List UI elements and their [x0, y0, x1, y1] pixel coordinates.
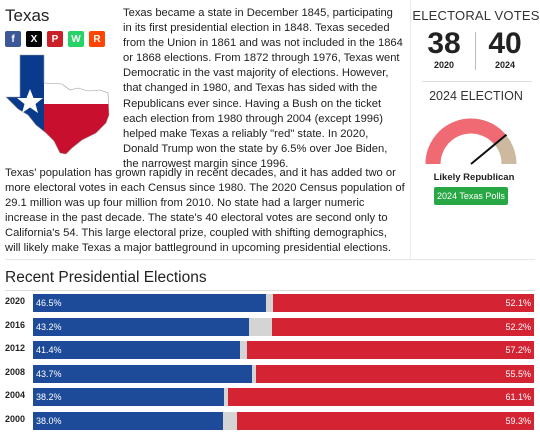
recent-elections-title: Recent Presidential Elections [5, 269, 207, 286]
democrat-share-bar [33, 388, 225, 407]
pinterest-icon[interactable]: P [47, 31, 63, 47]
electoral-votes-2024: 40 [488, 27, 522, 60]
rating-gauge [425, 118, 517, 165]
facebook-icon[interactable]: f [5, 31, 21, 47]
republican-share-bar [272, 294, 534, 312]
election-year: 2012 [5, 343, 26, 354]
election-row: 2008 43.7% 55.5% [5, 364, 535, 383]
texas-flag-map [5, 54, 110, 155]
reddit-icon[interactable]: R [89, 31, 105, 47]
result-bar: 46.5% 52.1% [33, 294, 534, 312]
section-divider [5, 259, 535, 260]
result-bar: 43.7% 55.5% [33, 364, 534, 383]
republican-share-label: 61.1% [505, 392, 531, 403]
republican-share-label: 59.3% [505, 416, 531, 426]
election-year: 2008 [5, 366, 26, 377]
result-bar: 38.0% 59.3% [33, 412, 534, 430]
republican-share-label: 52.2% [505, 321, 531, 332]
democrat-share-label: 38.2% [36, 392, 62, 403]
election-row: 2004 38.2% 61.1% [5, 388, 535, 407]
state-intro-text: Texas became a state in December 1845, p… [123, 7, 403, 170]
election-row: 2020 46.5% 52.1% [5, 294, 535, 312]
democrat-share-label: 43.2% [36, 321, 62, 332]
electoral-votes-2020: 38 [427, 27, 461, 60]
result-bar: 43.2% 52.2% [33, 317, 534, 336]
republican-share-bar [247, 341, 534, 360]
gauge-needle [470, 133, 508, 165]
election-row: 2016 43.2% 52.2% [5, 317, 535, 336]
page-title: Texas [5, 6, 50, 25]
republican-share-label: 57.2% [505, 345, 531, 356]
texas-polls-button[interactable]: 2024 Texas Polls [434, 187, 508, 205]
electoral-votes-divider [475, 32, 476, 70]
recent-elections-divider [5, 290, 535, 291]
republican-share-bar [255, 364, 534, 383]
republican-share-label: 52.1% [505, 298, 531, 308]
democrat-share-bar [33, 412, 224, 430]
election-year: 2000 [5, 414, 26, 424]
democrat-share-bar [33, 364, 252, 383]
democrat-share-label: 46.5% [36, 298, 62, 308]
election-2024-title: 2024 ELECTION [429, 89, 523, 103]
electoral-votes-year-2020: 2020 [433, 60, 455, 70]
sidebar-panel [410, 0, 540, 260]
democrat-share-bar [33, 317, 250, 336]
republican-share-label: 55.5% [505, 368, 531, 379]
election-year: 2020 [5, 296, 26, 306]
democrat-share-label: 41.4% [36, 345, 62, 356]
result-bar: 41.4% 57.2% [33, 341, 534, 360]
electoral-votes-year-2024: 2024 [494, 60, 516, 70]
democrat-share-bar [33, 341, 241, 360]
republican-share-bar [236, 412, 534, 430]
election-row: 2012 41.4% 57.2% [5, 341, 535, 360]
election-row: 2000 38.0% 59.3% [5, 412, 535, 430]
sidebar-divider [422, 81, 532, 82]
election-year: 2004 [5, 390, 26, 401]
election-year: 2016 [5, 319, 26, 330]
x-icon[interactable]: X [26, 31, 42, 47]
democrat-share-bar [33, 294, 266, 312]
democrat-share-label: 38.0% [36, 416, 62, 426]
population-text: Texas' population has grown rapidly in r… [5, 167, 405, 255]
republican-share-bar [227, 388, 534, 407]
electoral-votes-title: ELECTORAL VOTES [412, 8, 540, 23]
whatsapp-icon[interactable]: W [68, 31, 84, 47]
rating-label: Likely Republican [433, 172, 515, 183]
democrat-share-label: 43.7% [36, 368, 62, 379]
republican-share-bar [272, 317, 534, 336]
result-bar: 38.2% 61.1% [33, 388, 534, 407]
